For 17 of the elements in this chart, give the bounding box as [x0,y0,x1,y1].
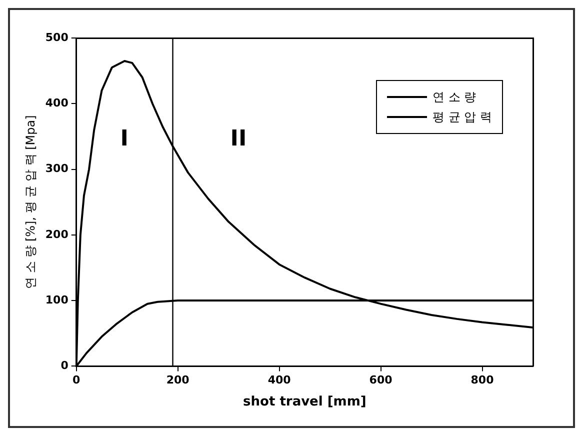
legend-label: 평 균 압 력 [432,109,492,126]
legend-label: 연 소 량 [432,89,476,106]
x-tick-label: 600 [369,374,393,387]
x-axis-title: shot travel [mm] [243,394,366,410]
y-tick-label: 0 [60,359,69,372]
y-tick-label: 200 [45,228,69,241]
y-tick-label: 100 [45,293,69,306]
x-tick-label: 200 [166,374,190,387]
x-tick-label: 400 [268,374,292,387]
x-tick-label: 800 [470,374,494,387]
x-tick-label: 0 [72,374,81,387]
y-tick-label: 400 [45,96,69,110]
y-tick-label: 300 [45,162,69,176]
y-axis-title: 연 소 량 [%], 평 균 압 력 [Mpa] [23,115,38,289]
annotation: I [120,126,128,152]
y-tick-label: 500 [45,30,69,44]
annotation: II [230,126,247,152]
